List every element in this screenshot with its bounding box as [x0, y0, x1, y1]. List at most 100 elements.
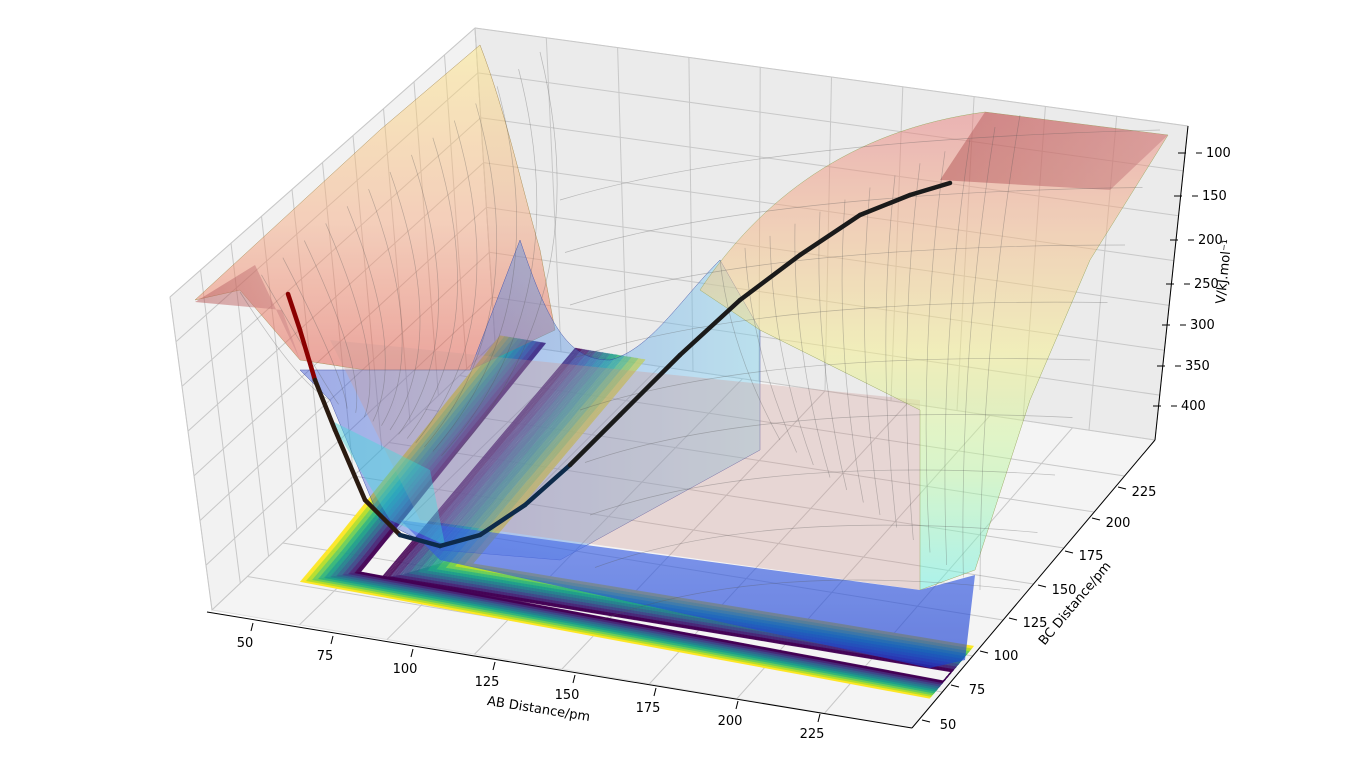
wire-line	[368, 189, 403, 426]
trajectory-segment	[617, 352, 683, 418]
x-tick-mark	[330, 635, 334, 645]
wire-line	[579, 358, 1091, 411]
wire-line	[282, 257, 348, 409]
z-tick-label: 350	[1185, 359, 1210, 374]
y-tick-mark	[979, 650, 989, 654]
wire-line	[569, 244, 1126, 306]
wire-line	[574, 301, 1108, 358]
z-tick-label: 400	[1181, 399, 1206, 414]
x-tick-label: 100	[393, 662, 418, 677]
trajectory-segment	[522, 462, 573, 508]
y-tick-label: 225	[1132, 485, 1157, 500]
surface-wireframe	[239, 51, 1161, 621]
z-tick-label: 200	[1198, 233, 1223, 248]
z-tick-group: 150	[1192, 189, 1227, 204]
wire-line	[962, 127, 996, 578]
wire-line	[925, 151, 946, 553]
z-axis-label: V/kJ.mol⁻¹	[1214, 238, 1236, 304]
y-tick-mark	[1037, 584, 1047, 588]
y-tick-label: 175	[1079, 549, 1104, 564]
wire-line	[906, 163, 921, 541]
blue-sheet	[400, 520, 975, 668]
z-tick-label: 100	[1206, 146, 1231, 161]
z-tick-label: 250	[1194, 277, 1219, 292]
grid-line	[200, 270, 241, 584]
x-tick-label: 200	[718, 714, 743, 729]
x-tick-label: 75	[317, 649, 334, 664]
grid-line	[617, 47, 628, 362]
z-tick-group: 350	[1175, 359, 1210, 374]
wire-line	[559, 129, 1161, 201]
wire-line	[841, 199, 864, 503]
y-tick-label: 50	[940, 718, 957, 733]
trajectory-segment	[677, 297, 743, 358]
reaction-trajectory	[285, 180, 953, 549]
z-tick-group: 300	[1180, 318, 1215, 333]
y-axis-line	[911, 439, 1156, 729]
wire-line	[599, 579, 1021, 621]
plateau-left	[195, 265, 300, 360]
z-tick-group: 400	[1171, 399, 1206, 414]
x-tick-mark	[653, 687, 657, 697]
wire-line	[424, 103, 498, 448]
x-tick-label: 50	[237, 636, 254, 651]
wire-line	[303, 240, 358, 413]
wire-line	[584, 414, 1073, 463]
y-tick-mark	[1064, 550, 1074, 554]
y-tick-label: 125	[1023, 616, 1048, 631]
trajectory-segment	[477, 502, 528, 538]
z-axis-ticks: 100 150 200 250 300 350 400	[1153, 146, 1231, 414]
x-tick-label: 175	[636, 701, 661, 716]
x-tick-mark	[572, 674, 576, 684]
wire-line	[389, 171, 421, 431]
trajectory-segment	[567, 412, 623, 468]
wire-line	[864, 187, 881, 516]
x-tick-mark	[817, 713, 821, 723]
y-tick-mark	[950, 684, 960, 688]
trajectory-segment	[397, 532, 443, 549]
trajectory-segment	[332, 427, 368, 503]
trajectory-segment	[285, 291, 303, 333]
trajectory-segment	[907, 180, 953, 198]
axis-lines	[206, 125, 1189, 729]
wire-line	[441, 69, 538, 456]
grid-line	[169, 296, 213, 611]
x-tick-label: 125	[475, 675, 500, 690]
trajectory-segment	[437, 532, 483, 549]
x-tick-mark	[410, 648, 414, 658]
wire-line	[885, 175, 898, 528]
trajectory-segment	[857, 192, 913, 218]
wire-line	[944, 139, 971, 566]
y-tick-mark	[1117, 486, 1127, 490]
x-axis-ticks: 50 75 100 125 150 175 200 225	[237, 622, 825, 742]
wire-line	[449, 51, 558, 461]
x-tick-mark	[250, 622, 254, 632]
y-tick-mark	[921, 719, 931, 723]
x-tick-label: 225	[800, 727, 825, 742]
y-tick-mark	[1091, 517, 1101, 521]
y-axis-label: BC Distance/pm	[1036, 559, 1114, 648]
x-tick-label: 150	[555, 688, 580, 703]
wire-line	[719, 259, 781, 441]
wire-line	[564, 187, 1143, 253]
wire-line	[398, 154, 439, 435]
wire-line	[415, 120, 478, 444]
wire-line	[979, 114, 1021, 591]
wire-line	[325, 223, 371, 418]
y-tick-label: 75	[969, 683, 986, 698]
z-tick-label: 300	[1190, 318, 1215, 333]
wire-line	[406, 137, 458, 439]
y-tick-label: 100	[994, 649, 1019, 664]
trajectory-segment	[297, 327, 318, 383]
y-tick-label: 150	[1052, 583, 1077, 598]
wire-line	[594, 524, 1038, 568]
trajectory-segment	[797, 212, 863, 258]
x-axis-line	[206, 611, 913, 729]
grid-line	[169, 27, 476, 298]
x-tick-mark	[492, 661, 496, 671]
z-tick-group: 200	[1188, 233, 1223, 248]
trajectory-segment	[362, 497, 403, 538]
z-axis-line	[1154, 125, 1189, 441]
y-axis-ticks: 50 75 100 125 150 175 200 225	[921, 485, 1157, 733]
